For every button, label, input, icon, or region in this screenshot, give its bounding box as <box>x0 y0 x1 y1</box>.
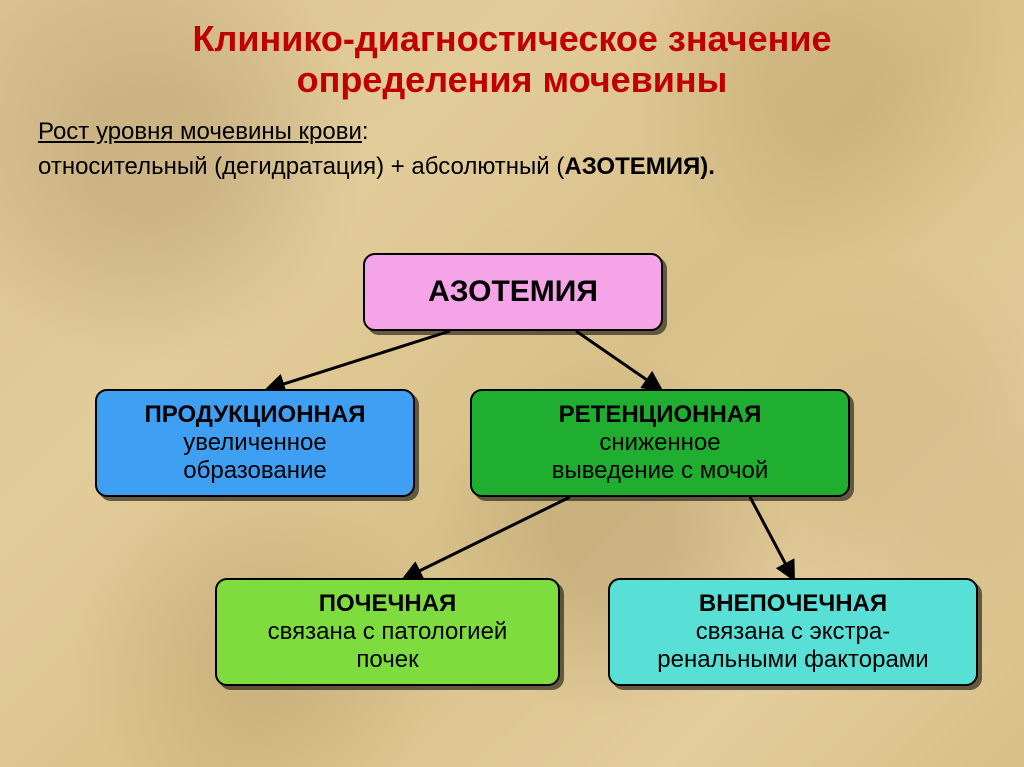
node-production-heading: ПРОДУКЦИОННАЯ <box>145 401 366 429</box>
edge-root-to-right <box>576 331 660 389</box>
node-renal-sub2: почек <box>356 646 418 674</box>
title-line-2: определения мочевины <box>297 59 728 100</box>
node-azotemia: АЗОТЕМИЯ <box>363 253 663 331</box>
node-renal-heading: ПОЧЕЧНАЯ <box>319 590 457 618</box>
node-renal: ПОЧЕЧНАЯ связана с патологией почек <box>215 578 560 686</box>
slide-title: Клинико-диагностическое значение определ… <box>0 0 1024 101</box>
title-line-1: Клинико-диагностическое значение <box>192 18 831 59</box>
node-renal-sub1: связана с патологией <box>268 618 508 646</box>
node-retention-sub1: сниженное <box>599 429 720 457</box>
intro-line2-bold: АЗОТЕМИЯ). <box>564 153 715 180</box>
node-retention-heading: РЕТЕНЦИОННАЯ <box>559 401 762 429</box>
intro-line1-tail: : <box>362 118 369 145</box>
node-azotemia-heading: АЗОТЕМИЯ <box>428 275 598 309</box>
node-retention: РЕТЕНЦИОННАЯ сниженное выведение с мочой <box>470 389 850 497</box>
node-retention-sub2: выведение с мочой <box>552 457 769 485</box>
intro-underlined: Рост уровня мочевины крови <box>38 118 362 145</box>
edge-right-to-renal <box>405 497 570 578</box>
intro-text: Рост уровня мочевины крови: относительны… <box>38 115 1024 185</box>
node-production-sub2: образование <box>183 457 326 485</box>
node-extrarenal-sub2: ренальными факторами <box>657 646 928 674</box>
node-production-sub1: увеличенное <box>183 429 327 457</box>
node-extrarenal-sub1: связана с экстра- <box>696 618 890 646</box>
node-extrarenal: ВНЕПОЧЕЧНАЯ связана с экстра- ренальными… <box>608 578 978 686</box>
node-production: ПРОДУКЦИОННАЯ увеличенное образование <box>95 389 415 497</box>
slide-content: Клинико-диагностическое значение определ… <box>0 0 1024 767</box>
node-extrarenal-heading: ВНЕПОЧЕЧНАЯ <box>699 590 887 618</box>
edge-root-to-left <box>268 331 450 389</box>
edge-right-to-extrarenal <box>750 497 793 578</box>
intro-line2-pre: относительный (дегидратация) + абсолютны… <box>38 153 564 180</box>
